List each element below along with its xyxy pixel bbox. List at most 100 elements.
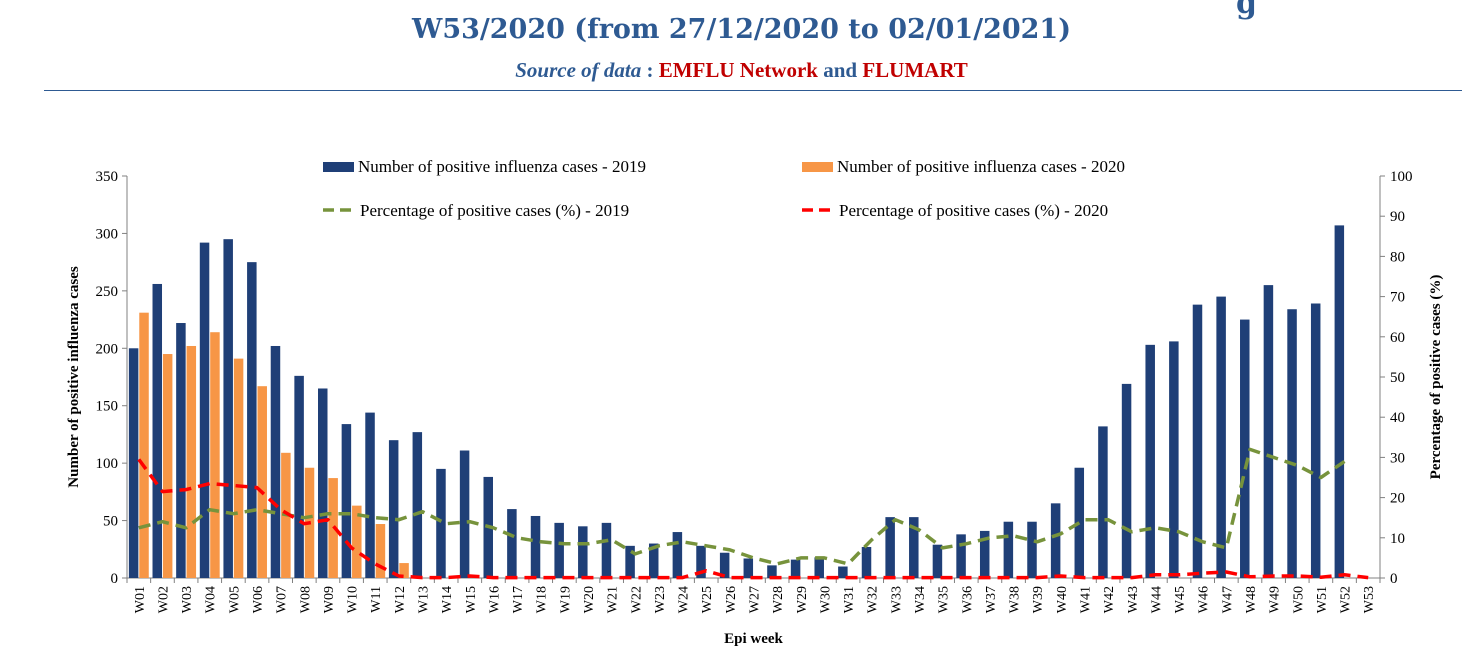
- bar-2019-w40: [1050, 503, 1061, 578]
- x-tick-label-w01: W01: [133, 586, 148, 613]
- bar-2019-w07: [270, 345, 281, 578]
- x-tick-label-w24: W24: [677, 586, 692, 613]
- x-tick-label-w25: W25: [700, 586, 715, 613]
- x-tick-label-w37: W37: [984, 586, 999, 613]
- x-tick-label-w40: W40: [1055, 586, 1070, 613]
- bar-2019-w34: [909, 517, 919, 578]
- x-tick-label-w07: W07: [275, 586, 290, 613]
- right-y-tick-label: 50: [1390, 370, 1405, 386]
- source-and: and: [817, 58, 863, 82]
- left-y-tick-label: 250: [96, 284, 119, 300]
- right-y-tick-label: 20: [1390, 491, 1405, 507]
- bar-2019-w31: [838, 566, 848, 578]
- bar-2020-w05: [233, 358, 244, 578]
- x-tick-label-w22: W22: [629, 586, 644, 613]
- bar-2020-w06: [257, 386, 267, 578]
- x-tick-label-w44: W44: [1149, 586, 1164, 613]
- x-tick-label-w51: W51: [1315, 586, 1330, 613]
- bar-2019-w01: [128, 348, 139, 578]
- x-tick-label-w03: W03: [180, 586, 195, 613]
- bar-2019-w42: [1098, 426, 1108, 578]
- bar-2019-w23: [648, 543, 659, 578]
- right-y-tick-label: 100: [1390, 169, 1413, 185]
- x-tick-label-w50: W50: [1291, 586, 1306, 613]
- bar-2019-w11: [365, 412, 375, 578]
- bar-2019-w48: [1240, 319, 1250, 578]
- right-y-tick-label: 60: [1390, 330, 1405, 346]
- x-tick-label-w29: W29: [795, 586, 810, 613]
- x-tick-label-w48: W48: [1244, 586, 1259, 613]
- x-tick-label-w20: W20: [582, 586, 597, 613]
- x-tick-label-w38: W38: [1008, 586, 1023, 613]
- bar-2019-w18: [530, 515, 541, 578]
- bar-2020-w10: [352, 505, 362, 578]
- x-tick-label-w46: W46: [1197, 586, 1212, 613]
- source-org-emflu: EMFLU Network: [658, 58, 818, 82]
- x-tick-label-w26: W26: [724, 586, 739, 613]
- x-tick-label-w36: W36: [960, 586, 975, 613]
- bar-2019-w12: [388, 440, 399, 578]
- x-tick-label-w14: W14: [440, 586, 455, 613]
- x-tick-label-w30: W30: [818, 586, 833, 613]
- y2-axis-title: Percentage of positive cases (%): [1428, 275, 1444, 480]
- x-tick-label-w42: W42: [1102, 586, 1117, 613]
- x-tick-label-w53: W53: [1362, 586, 1377, 613]
- legend-label-line-2019: Percentage of positive cases (%) - 2019: [360, 201, 629, 220]
- legend-label-bars-2019: Number of positive influenza cases - 201…: [358, 157, 646, 176]
- x-tick-label-w11: W11: [369, 586, 384, 613]
- legend-label-line-2020: Percentage of positive cases (%) - 2020: [839, 201, 1108, 220]
- left-y-tick-label: 300: [96, 226, 119, 242]
- bar-2019-w46: [1192, 304, 1203, 578]
- bar-2019-w04: [199, 242, 210, 579]
- line-percentage-2019: [138, 447, 1346, 566]
- bar-2019-w15: [459, 450, 470, 578]
- x-tick-label-w12: W12: [393, 586, 408, 613]
- x-tick-label-w06: W06: [251, 586, 266, 613]
- bar-2019-w25: [696, 545, 706, 578]
- x-tick-label-w13: W13: [417, 586, 432, 613]
- left-y-tick-label: 50: [103, 514, 118, 530]
- x-tick-label-w43: W43: [1126, 586, 1141, 613]
- x-tick-label-w39: W39: [1031, 586, 1046, 613]
- x-tick-label-w32: W32: [866, 586, 881, 613]
- x-tick-label-w23: W23: [653, 586, 668, 613]
- bar-2019-w24: [672, 532, 683, 578]
- line-percentage-2020: [137, 458, 1369, 580]
- left-y-tick-label: 100: [96, 456, 119, 472]
- x-tick-label-w18: W18: [535, 586, 550, 613]
- bar-2019-w22: [625, 545, 635, 578]
- x-tick-label-w10: W10: [346, 586, 361, 613]
- x-tick-label-w27: W27: [748, 586, 763, 613]
- x-tick-label-w21: W21: [606, 586, 621, 613]
- bar-2019-w27: [743, 558, 754, 578]
- x-tick-label-w19: W19: [558, 586, 573, 613]
- cropped-title-fragment: g: [1236, 0, 1257, 21]
- right-y-tick-label: 30: [1390, 450, 1405, 466]
- bar-2019-w14: [436, 468, 446, 578]
- source-org-flumart: FLUMART: [862, 58, 968, 82]
- x-tick-label-w47: W47: [1220, 586, 1235, 613]
- chart-title: W53/2020 (from 27/12/2020 to 02/01/2021): [412, 14, 1071, 45]
- left-y-tick-label: 0: [111, 571, 119, 587]
- bar-2019-w39: [1027, 521, 1037, 578]
- bar-2019-w03: [176, 323, 186, 578]
- bar-2019-w36: [956, 534, 966, 578]
- legend-label-bars-2020: Number of positive influenza cases - 202…: [837, 157, 1125, 176]
- bar-2020-w01: [139, 312, 149, 578]
- bar-2019-w09: [318, 388, 328, 578]
- bar-2019-w38: [1003, 521, 1014, 578]
- x-tick-label-w16: W16: [487, 586, 502, 613]
- bar-2019-w05: [223, 239, 233, 578]
- legend-swatch-bars-2020: [802, 162, 833, 172]
- bar-2019-w45: [1169, 341, 1179, 578]
- source-label: Source of data: [515, 58, 642, 82]
- bar-2019-w08: [294, 375, 304, 578]
- bar-2019-w13: [412, 432, 423, 578]
- right-y-tick-label: 0: [1390, 571, 1398, 587]
- x-tick-label-w08: W08: [298, 586, 313, 613]
- bar-2019-w52: [1334, 225, 1345, 579]
- x-tick-label-w15: W15: [464, 586, 479, 613]
- x-tick-label-w05: W05: [227, 586, 242, 613]
- bar-2020-w12: [399, 563, 409, 578]
- x-tick-label-w33: W33: [889, 586, 904, 613]
